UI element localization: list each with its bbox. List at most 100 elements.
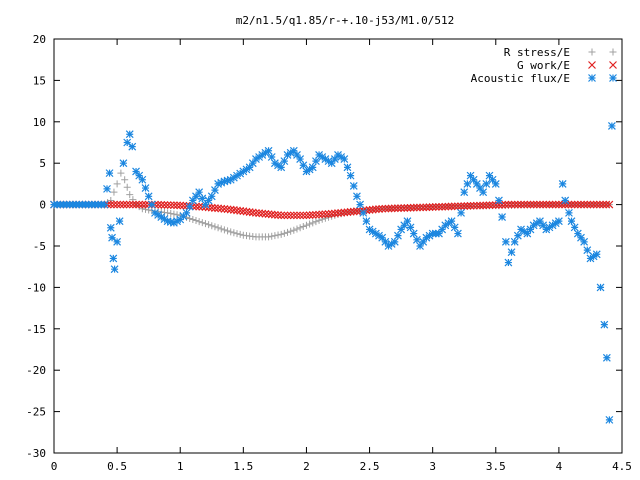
- data-point: [109, 254, 118, 263]
- data-point: [485, 201, 494, 210]
- y-tick-label: 5: [39, 157, 46, 170]
- data-point: [144, 192, 153, 201]
- data-point: [283, 150, 292, 159]
- data-point: [340, 155, 349, 163]
- data-point: [274, 161, 282, 170]
- data-point: [258, 209, 267, 218]
- data-point: [570, 200, 579, 209]
- data-point: [160, 200, 169, 209]
- data-point: [315, 150, 323, 159]
- data-point: [495, 196, 503, 205]
- data-point: [438, 202, 447, 211]
- data-point: [220, 177, 229, 186]
- data-point: [306, 220, 314, 228]
- x-tick-label: 2: [303, 460, 310, 473]
- data-point: [321, 214, 329, 222]
- data-point: [309, 219, 317, 227]
- data-point: [435, 229, 443, 238]
- data-point: [498, 213, 507, 221]
- data-point: [397, 225, 406, 234]
- data-point: [305, 165, 314, 174]
- data-point: [252, 208, 260, 217]
- data-point: [258, 150, 267, 159]
- y-tick-label: -10: [26, 281, 46, 294]
- data-point: [394, 204, 402, 213]
- data-point: [138, 200, 147, 209]
- data-point: [520, 200, 529, 209]
- data-point: [327, 209, 336, 218]
- data-point: [308, 211, 317, 219]
- data-point: [110, 188, 118, 196]
- data-point: [245, 208, 254, 216]
- data-point: [586, 200, 595, 209]
- data-point: [491, 179, 500, 188]
- data-point: [311, 157, 320, 166]
- data-point: [337, 153, 346, 161]
- data-point: [416, 203, 424, 212]
- data-point: [179, 201, 188, 210]
- x-tick-label: 2.5: [360, 460, 380, 473]
- data-point: [138, 175, 147, 184]
- data-point: [154, 200, 163, 209]
- data-point: [583, 200, 592, 209]
- data-point: [523, 229, 532, 238]
- data-point: [536, 200, 544, 209]
- data-point: [419, 203, 428, 212]
- legend-label: G work/E: [517, 59, 570, 72]
- data-point: [195, 202, 204, 211]
- data-point: [284, 228, 292, 236]
- data-point: [551, 219, 560, 228]
- data-point: [400, 204, 409, 212]
- data-point: [545, 200, 554, 209]
- data-point: [229, 206, 238, 214]
- data-point: [510, 237, 519, 246]
- data-point: [602, 200, 611, 209]
- data-point: [577, 233, 585, 242]
- data-point: [558, 179, 567, 188]
- data-point: [286, 211, 295, 220]
- data-point: [567, 200, 576, 209]
- data-point: [412, 235, 421, 244]
- data-point: [286, 148, 295, 157]
- data-point: [520, 227, 529, 236]
- data-point: [450, 202, 459, 211]
- data-point: [128, 142, 137, 151]
- data-point: [108, 233, 116, 242]
- data-point: [368, 205, 377, 214]
- data-point: [223, 176, 232, 185]
- data-point: [157, 213, 166, 221]
- data-point: [536, 217, 544, 226]
- data-point: [115, 217, 124, 226]
- data-point: [277, 230, 285, 238]
- data-point: [264, 146, 273, 155]
- data-point: [580, 237, 589, 246]
- data-point: [271, 232, 279, 240]
- data-point: [476, 184, 484, 192]
- data-point: [384, 242, 393, 250]
- data-point: [387, 240, 396, 248]
- data-point: [330, 209, 339, 218]
- data-point: [270, 159, 279, 168]
- data-point: [280, 211, 289, 220]
- data-point: [517, 225, 525, 234]
- data-point: [255, 209, 264, 218]
- data-point: [409, 203, 418, 212]
- data-point: [406, 203, 415, 212]
- data-point: [472, 179, 481, 188]
- data-point: [192, 217, 200, 225]
- data-point: [296, 155, 305, 163]
- data-point: [539, 200, 548, 209]
- data-point: [236, 230, 244, 238]
- data-point: [422, 233, 431, 242]
- data-point: [545, 223, 554, 232]
- data-point: [532, 219, 541, 228]
- data-point: [264, 210, 273, 219]
- data-point: [192, 202, 200, 211]
- data-point: [267, 210, 276, 219]
- data-point: [583, 246, 592, 255]
- data-point: [343, 208, 352, 217]
- data-point: [403, 203, 412, 212]
- data-point: [226, 205, 235, 214]
- data-point: [523, 200, 532, 209]
- data-point: [513, 231, 522, 240]
